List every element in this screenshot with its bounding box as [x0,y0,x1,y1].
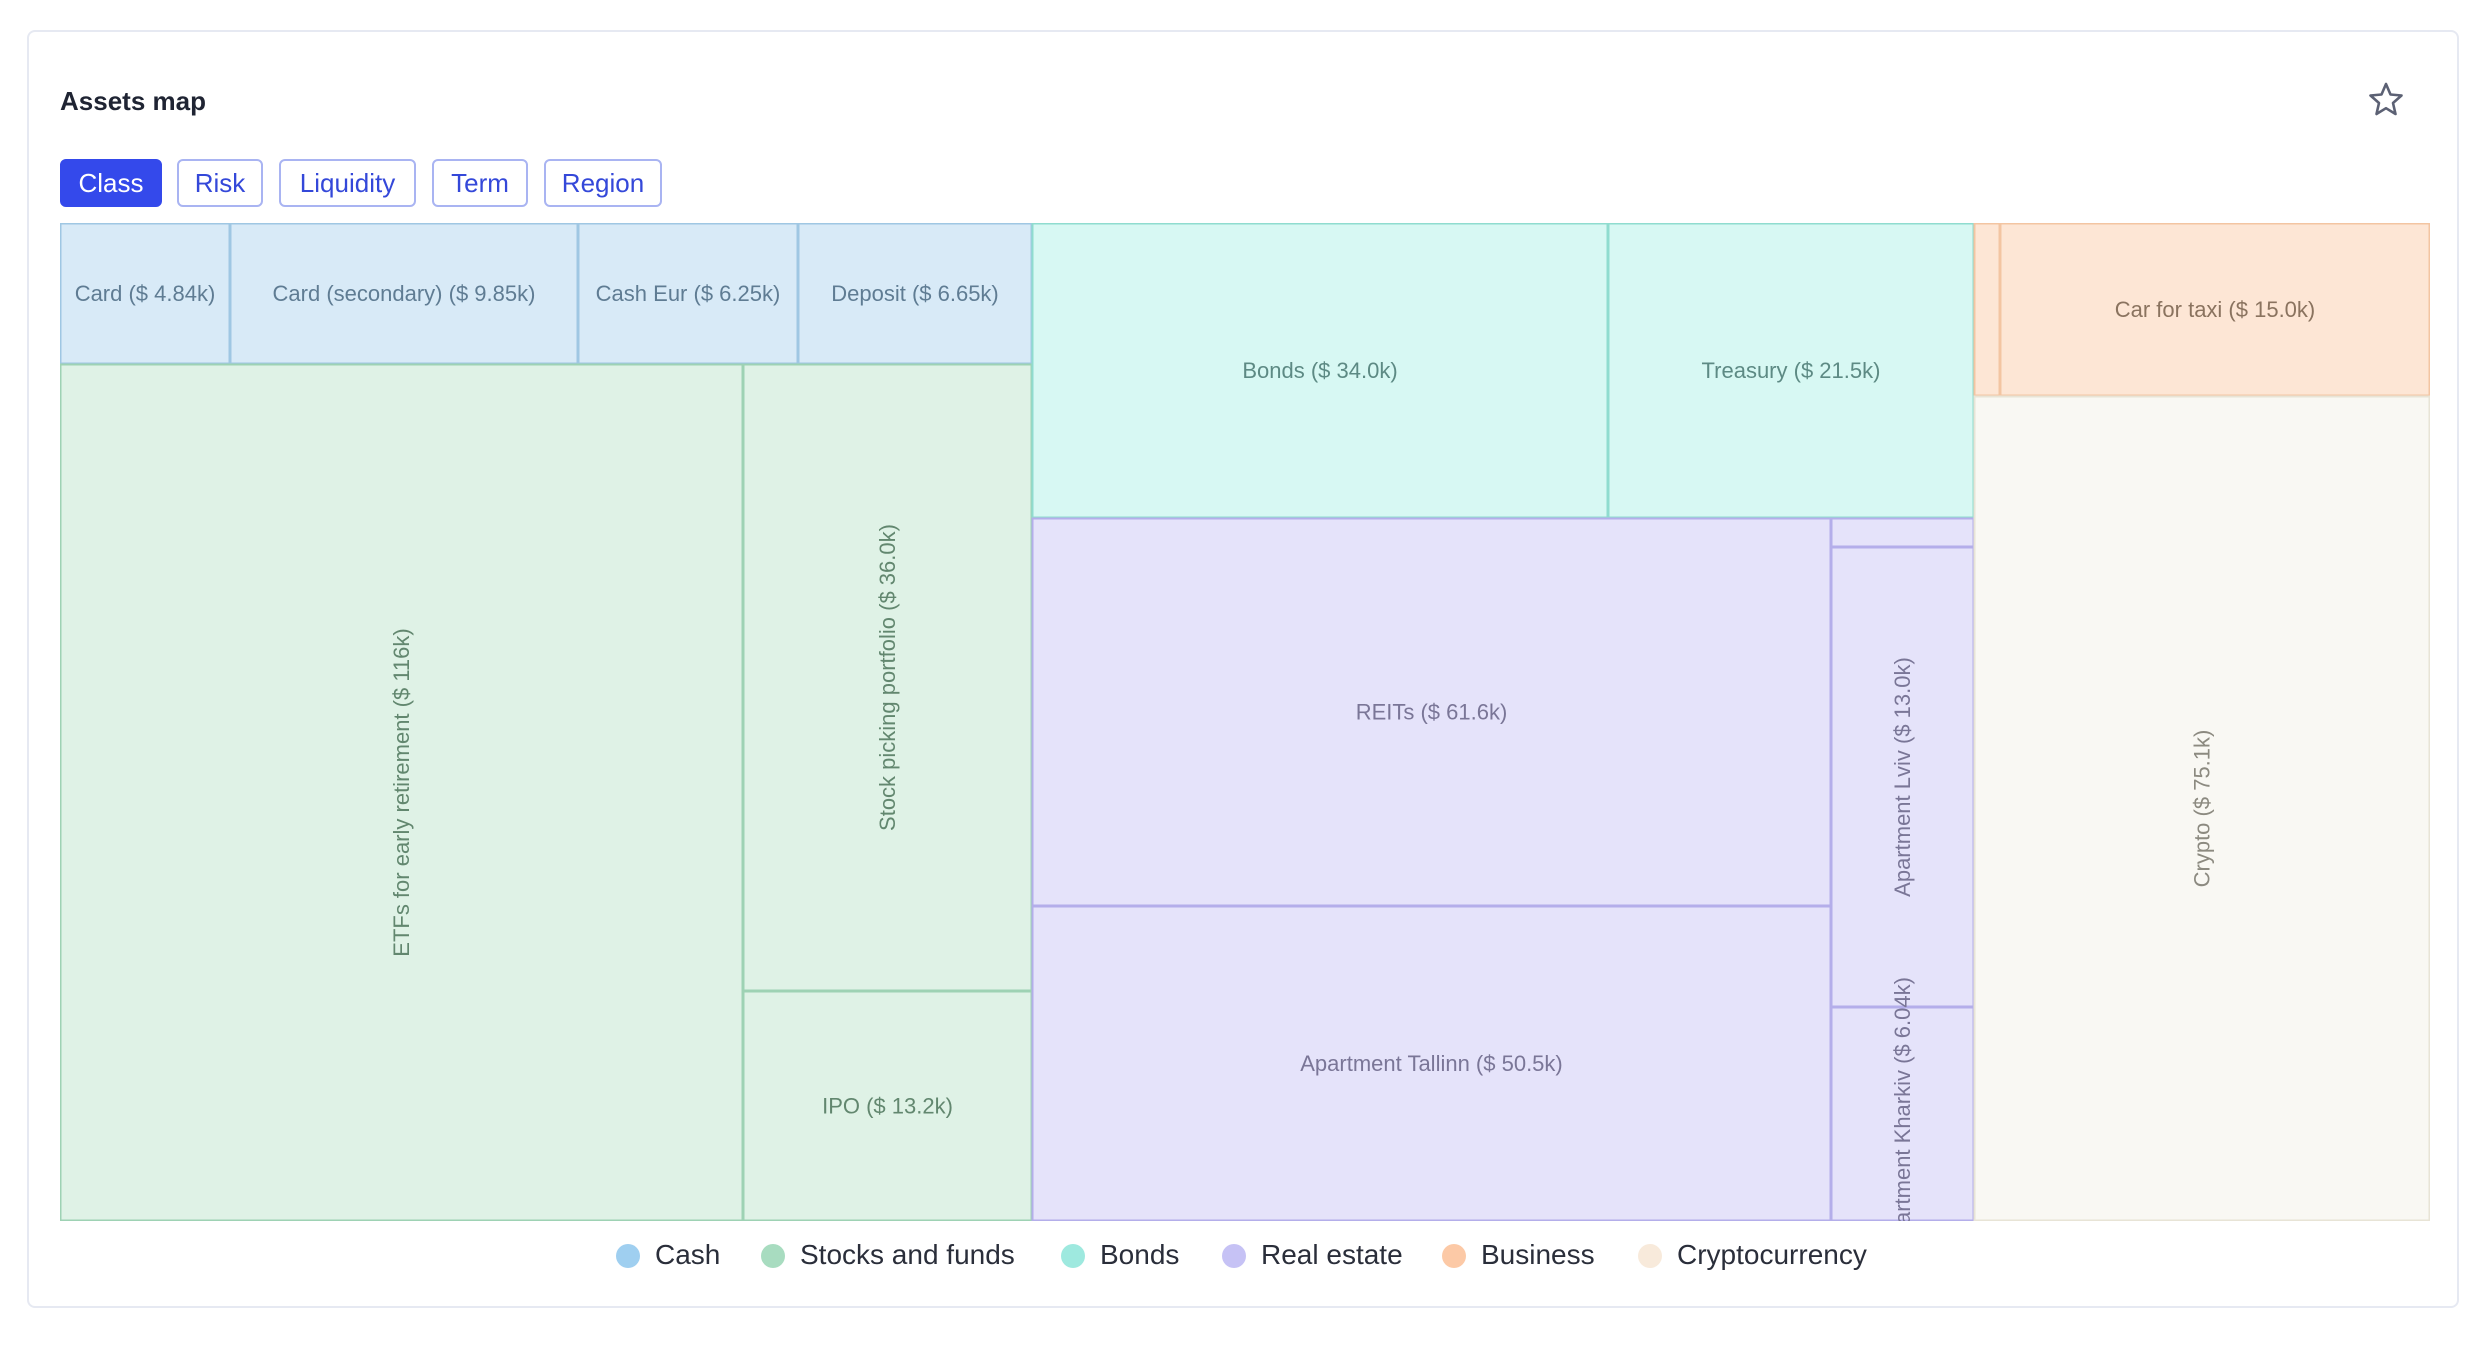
treemap-cell[interactable]: Card ($ 4.84k) [60,223,231,365]
tab-term[interactable]: Term [432,159,528,207]
treemap-rect[interactable] [1607,223,1975,519]
treemap-cell[interactable] [1830,517,1975,548]
tab-class[interactable]: Class [60,159,162,207]
chart-legend: Cash Stocks and funds Bonds Real estate … [0,1232,2484,1280]
treemap-label: Cash Eur ($ 6.25k) [596,281,781,306]
treemap-label: Apartment Tallinn ($ 50.5k) [1300,1051,1563,1076]
treemap-rect[interactable] [60,223,231,365]
treemap-rect[interactable] [60,363,744,1221]
treemap-label: Card (secondary) ($ 9.85k) [273,281,536,306]
treemap-cell[interactable]: Card (secondary) ($ 9.85k) [229,223,579,365]
treemap-rect[interactable] [742,990,1033,1221]
legend-swatch [616,1244,640,1268]
legend-swatch [1061,1244,1085,1268]
legend-label: Bonds [1100,1239,1180,1270]
treemap-label: Car for taxi ($ 15.0k) [2115,297,2316,322]
legend-swatch [1638,1244,1662,1268]
treemap-label: Card ($ 4.84k) [75,281,216,306]
legend-label: Cryptocurrency [1677,1239,1867,1270]
treemap-cell[interactable]: Crypto ($ 75.1k) [1973,395,2430,1221]
treemap-cell[interactable]: REITs ($ 61.6k) [1031,517,1832,907]
treemap-cell[interactable]: Cash Eur ($ 6.25k) [577,223,799,365]
treemap-label: Apartment Lviv ($ 13.0k) [1890,657,1915,897]
treemap-label: Stock picking portfolio ($ 36.0k) [875,524,900,831]
treemap-cell[interactable]: Bonds ($ 34.0k) [1031,223,1609,519]
legend-swatch [1442,1244,1466,1268]
treemap-label: IPO ($ 13.2k) [822,1094,953,1119]
treemap-cell[interactable]: Apartment Lviv ($ 13.0k) [1830,546,1975,1008]
treemap-rect[interactable] [742,363,1033,992]
treemap-label: Crypto ($ 75.1k) [2190,730,2215,888]
treemap-label: Deposit ($ 6.65k) [831,281,999,306]
treemap-rect[interactable] [1830,517,1975,548]
tab-region[interactable]: Region [544,159,662,207]
legend-label: Cash [655,1239,721,1270]
treemap-label: REITs ($ 61.6k) [1356,700,1508,725]
treemap-cell[interactable]: IPO ($ 13.2k) [742,990,1033,1221]
treemap-cell[interactable]: Apartment Tallinn ($ 50.5k) [1031,905,1832,1221]
treemap-rect[interactable] [1031,223,1609,519]
legend-label: Stocks and funds [800,1239,1015,1270]
treemap-cell[interactable]: Apartment Kharkiv ($ 6.04k) [1830,977,1975,1221]
treemap-rect[interactable] [1031,905,1832,1221]
treemap-rect[interactable] [1973,395,2430,1221]
treemap-label: Bonds ($ 34.0k) [1242,358,1397,383]
treemap-chart: Card ($ 4.84k) Card (secondary) ($ 9.85k)… [60,223,2430,1221]
legend-swatch [1222,1244,1246,1268]
treemap-cell[interactable] [1973,223,2001,397]
tab-liquidity[interactable]: Liquidity [279,159,416,207]
treemap-rect[interactable] [577,223,799,365]
treemap-label: Apartment Kharkiv ($ 6.04k) [1890,977,1915,1221]
treemap-rect[interactable] [1830,1006,1975,1221]
treemap-label: ETFs for early retirement ($ 116k) [389,628,414,956]
legend-swatch [761,1244,785,1268]
legend-label: Real estate [1261,1239,1403,1270]
legend-label: Business [1481,1239,1595,1270]
treemap-cell[interactable]: Deposit ($ 6.65k) [797,223,1033,365]
treemap-label: Treasury ($ 21.5k) [1702,358,1881,383]
treemap-rect[interactable] [1999,223,2430,397]
treemap-cell[interactable]: Treasury ($ 21.5k) [1607,223,1975,519]
treemap-cell[interactable]: Stock picking portfolio ($ 36.0k) [742,363,1033,992]
treemap-cell[interactable]: ETFs for early retirement ($ 116k) [60,363,744,1221]
card-title: Assets map [60,86,206,116]
treemap-rect[interactable] [1973,223,2001,397]
star-icon[interactable] [2366,80,2406,120]
treemap-rect[interactable] [797,223,1033,365]
treemap-rect[interactable] [1830,546,1975,1008]
treemap-rect[interactable] [229,223,579,365]
treemap-cell[interactable]: Car for taxi ($ 15.0k) [1999,223,2430,397]
tab-risk[interactable]: Risk [177,159,263,207]
